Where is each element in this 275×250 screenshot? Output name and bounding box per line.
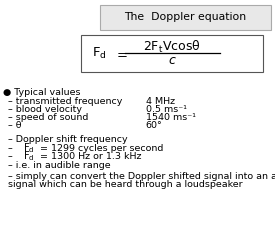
Text: 0.5 ms⁻¹: 0.5 ms⁻¹: [146, 105, 187, 114]
Text: $=$: $=$: [114, 47, 128, 60]
Text: – blood velocity: – blood velocity: [8, 105, 82, 114]
Text: – transmitted frequency: – transmitted frequency: [8, 97, 123, 106]
Text: $\mathregular{F_d}$: $\mathregular{F_d}$: [92, 46, 107, 61]
Text: $\mathregular{2F_t Vcos\theta}$: $\mathregular{2F_t Vcos\theta}$: [143, 39, 201, 55]
Text: 60°: 60°: [146, 122, 163, 130]
Text: $\mathregular{F_d}$: $\mathregular{F_d}$: [23, 150, 35, 164]
Text: – θ: – θ: [8, 122, 22, 130]
Text: –: –: [8, 144, 16, 153]
Text: 4 MHz: 4 MHz: [146, 97, 175, 106]
Text: ● Typical values: ● Typical values: [3, 88, 80, 97]
Text: signal which can be heard through a loudspeaker: signal which can be heard through a loud…: [8, 180, 243, 189]
FancyBboxPatch shape: [100, 4, 271, 30]
Text: = 1299 cycles per second: = 1299 cycles per second: [40, 144, 163, 153]
Text: – speed of sound: – speed of sound: [8, 113, 89, 122]
Text: 1540 ms⁻¹: 1540 ms⁻¹: [146, 113, 196, 122]
Text: = 1300 Hz or 1.3 kHz: = 1300 Hz or 1.3 kHz: [40, 152, 141, 161]
Text: –: –: [8, 152, 16, 161]
Text: – Doppler shift frequency: – Doppler shift frequency: [8, 136, 128, 144]
Text: $c$: $c$: [167, 54, 176, 67]
Text: – simply can convert the Doppler shifted signal into an audible: – simply can convert the Doppler shifted…: [8, 172, 275, 181]
Text: $\mathregular{F_d}$: $\mathregular{F_d}$: [23, 141, 35, 155]
Text: The  Doppler equation: The Doppler equation: [125, 12, 247, 22]
Text: – i.e. in audible range: – i.e. in audible range: [8, 160, 111, 170]
FancyBboxPatch shape: [81, 35, 263, 72]
